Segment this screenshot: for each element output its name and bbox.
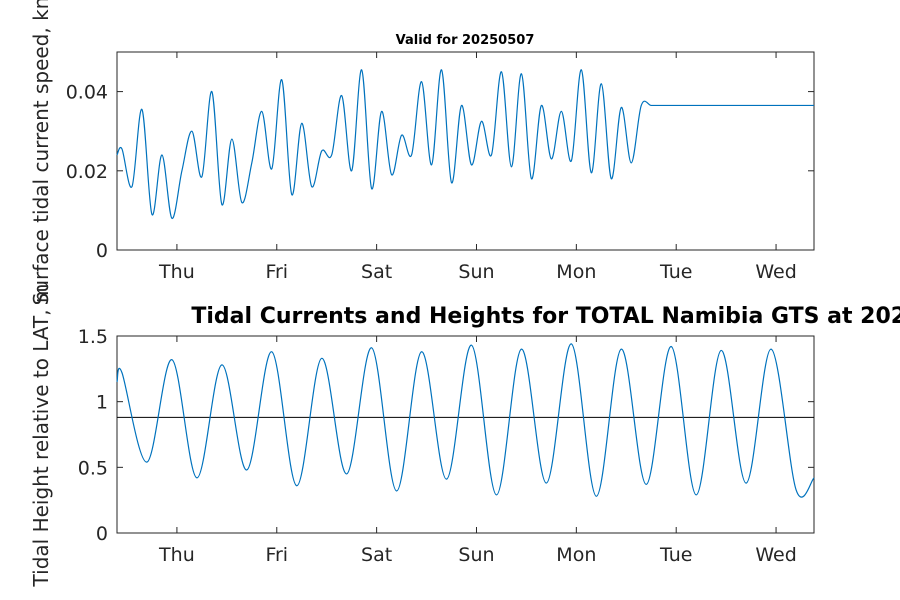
bottom-y-tick-label: 1.5 bbox=[78, 326, 108, 348]
top-y-tick-label: 0.02 bbox=[66, 161, 108, 183]
bottom-chart-title: Tidal Currents and Heights for TOTAL Nam… bbox=[191, 304, 900, 329]
top-x-tick-label: Mon bbox=[556, 261, 596, 283]
top-y-ticks: 0 0.02 0.04 bbox=[66, 82, 814, 262]
top-y-axis-label: Surface tidal current speed, kn bbox=[29, 0, 53, 305]
bottom-x-tick-label: Mon bbox=[556, 544, 596, 566]
bottom-x-tick-label: Thu bbox=[158, 544, 195, 566]
top-x-tick-label: Tue bbox=[659, 261, 692, 283]
top-x-ticks: Thu Fri Sat Sun Mon Tue Wed bbox=[158, 52, 797, 283]
current-speed-series-line bbox=[116, 69, 814, 219]
bottom-x-tick-label: Wed bbox=[755, 544, 796, 566]
top-x-tick-label: Fri bbox=[265, 261, 288, 283]
bottom-y-tick-label: 0.5 bbox=[78, 457, 108, 479]
current-speed-panel: Valid for 20250507 0 0.02 0.04 Thu Fri Sat Su… bbox=[29, 0, 815, 305]
top-plot-frame bbox=[116, 51, 815, 251]
top-y-tick-label: 0.04 bbox=[66, 82, 108, 104]
bottom-x-ticks: Thu Fri Sat Sun Mon Tue Wed bbox=[158, 336, 797, 566]
bottom-y-tick-label: 0 bbox=[96, 523, 108, 545]
top-x-tick-label: Sat bbox=[361, 261, 392, 283]
top-y-tick-label: 0 bbox=[96, 240, 108, 262]
top-x-tick-label: Thu bbox=[158, 261, 195, 283]
bottom-y-tick-label: 1 bbox=[96, 392, 108, 414]
bottom-x-tick-label: Tue bbox=[659, 544, 692, 566]
top-x-tick-label: Sun bbox=[458, 261, 494, 283]
bottom-y-axis-label: Tidal Height relative to LAT, m bbox=[29, 284, 53, 588]
bottom-x-tick-label: Sat bbox=[361, 544, 392, 566]
tidal-height-series-line bbox=[116, 343, 815, 498]
bottom-x-tick-label: Sun bbox=[458, 544, 494, 566]
top-x-tick-label: Wed bbox=[755, 261, 796, 283]
bottom-x-tick-label: Fri bbox=[265, 544, 288, 566]
tidal-height-panel: Tidal Currents and Heights for TOTAL Nam… bbox=[29, 284, 900, 588]
bottom-plot-frame bbox=[116, 335, 815, 534]
bottom-y-ticks: 0 0.5 1 1.5 bbox=[78, 326, 814, 545]
top-chart-title: Valid for 20250507 bbox=[396, 33, 535, 48]
